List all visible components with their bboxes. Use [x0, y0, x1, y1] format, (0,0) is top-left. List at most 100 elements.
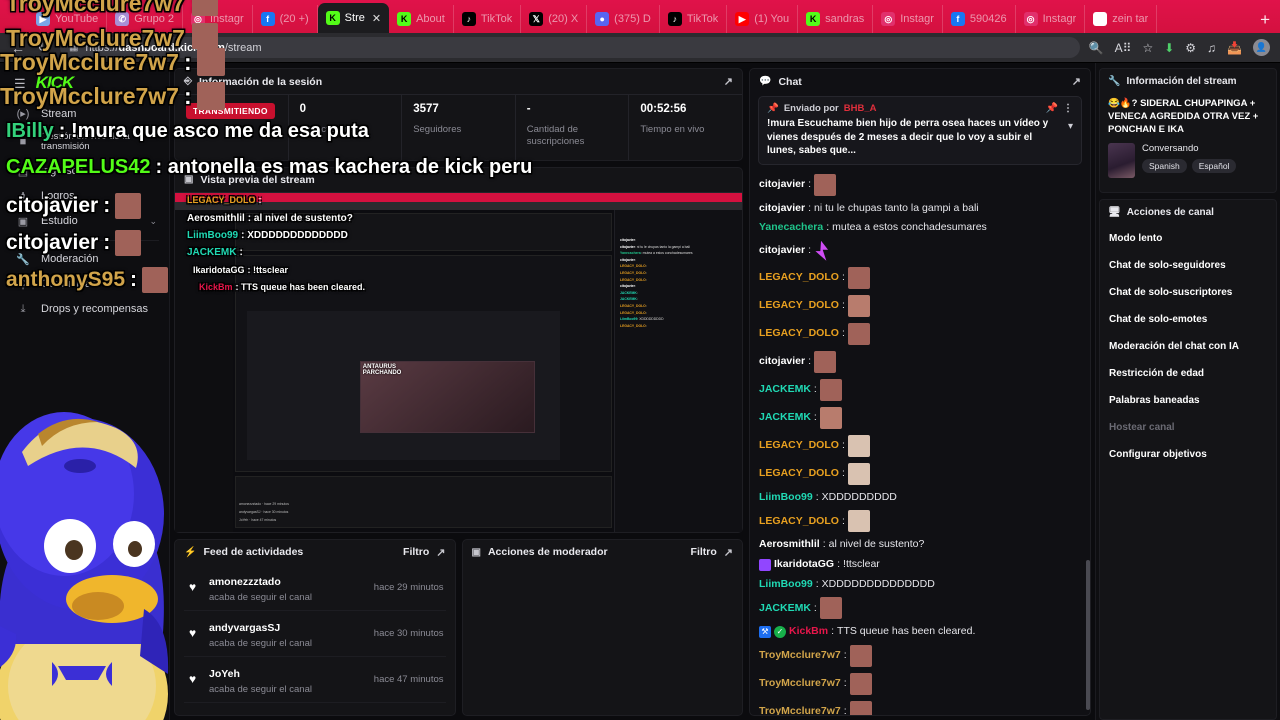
sidebar-item-ingresos[interactable]: ▤ Ingresos [0, 159, 169, 184]
url-input[interactable]: ▦ https://dashboard.kick.com/stream [60, 37, 1080, 58]
channel-action-chat[interactable]: Chat de solo-suscriptores [1109, 287, 1233, 299]
chat-username[interactable]: LiimBoo99 [759, 577, 813, 590]
chat-message[interactable]: Aerosmithlil: al nivel de sustento? [759, 535, 1081, 555]
browser-tab[interactable]: K About [389, 5, 454, 33]
favorite-icon[interactable]: ☆ [1142, 40, 1154, 55]
browser-tab[interactable]: ▶ (1) You [727, 5, 799, 33]
sidebar-item-estudio[interactable]: ▣ Estudio ⌄ [0, 209, 169, 234]
extensions-icon[interactable]: ⚙ [1185, 40, 1197, 55]
chat-username[interactable]: JACKEMK [759, 410, 811, 423]
chat-username[interactable]: LEGACY_DOLO [759, 298, 839, 311]
channel-action-chat[interactable]: Chat de solo-emotes [1109, 314, 1208, 326]
sidebar-item-stream[interactable]: (▸) Stream [0, 101, 169, 126]
chat-username[interactable]: LEGACY_DOLO [759, 466, 839, 479]
chat-username[interactable]: citojavier [759, 201, 806, 214]
browser-tab[interactable]: ▶ YouTube [28, 5, 108, 33]
stream-preview-video[interactable]: ANTAURUS PARCHANDO citojavier: citojavier… [175, 191, 742, 532]
profile-icon[interactable]: 👤 [1253, 39, 1270, 56]
browser-tab[interactable]: ♪ TikTok [454, 5, 522, 33]
chat-scrollbar[interactable] [1086, 560, 1090, 710]
sidebar-item-logros[interactable]: ♟ Logros [0, 184, 169, 209]
downloads-icon[interactable]: ⬇ [1164, 40, 1175, 55]
channel-action-moderacin[interactable]: Moderación del chat con IA [1109, 341, 1240, 353]
chat-username[interactable]: LEGACY_DOLO [759, 326, 839, 339]
chat-message[interactable]: citojavier: [759, 238, 1081, 264]
channel-action-palabras[interactable]: Palabras baneadas [1109, 395, 1200, 407]
pinned-message[interactable]: 📌 Enviado por BHB_A 📌 ⋮ !mura Escuchame … [758, 96, 1082, 165]
back-icon[interactable]: ← [11, 39, 25, 56]
sidebar-item-comunidad[interactable]: ⚲ Comunidad ⌄ [0, 272, 169, 297]
chat-message-list[interactable]: citojavier: citojavier: ni tu le chupas ta… [750, 169, 1090, 715]
browser-tab[interactable]: 𝕏 (20) X [521, 5, 588, 33]
zoom-out-icon[interactable]: 🔍 [1088, 40, 1104, 55]
unpin-icon[interactable]: 📌 [1045, 103, 1058, 114]
channel-action-chat[interactable]: Chat de solo-seguidores [1109, 260, 1226, 272]
chat-message[interactable]: LEGACY_DOLO: [759, 507, 1081, 535]
chat-message[interactable]: Yanecachera: mutea a estos conchadesumare… [759, 218, 1081, 238]
browser-tab[interactable]: f (20 +) [253, 5, 318, 33]
chevron-down-icon[interactable]: ⌄ [149, 215, 157, 226]
chat-message[interactable]: LiimBoo99: XDDDDDDDDD [759, 488, 1081, 508]
sidebar-item-drops[interactable]: ⤓ Drops y recompensas [0, 297, 169, 322]
chat-username[interactable]: citojavier [759, 354, 806, 367]
chat-username[interactable]: IkaridotaGG [774, 558, 835, 571]
popout-icon[interactable]: ↗ [723, 76, 733, 88]
chat-message[interactable]: citojavier: [759, 348, 1081, 376]
sidebar-item-gestin[interactable]: ■ Gestión en vivo de la transmisión [0, 126, 169, 159]
chat-message[interactable]: IkaridotaGG: !ttsclear [759, 555, 1081, 575]
browser-tab[interactable]: ◎ Instagr [183, 5, 253, 33]
browser-tab[interactable]: ◎ Instagr [873, 5, 943, 33]
chevron-down-icon[interactable]: ⌄ [149, 278, 157, 289]
chat-username[interactable]: citojavier [759, 243, 806, 256]
chat-message[interactable]: TroyMcclure7w7: [759, 698, 1081, 715]
chat-message[interactable]: TroyMcclure7w7: [759, 670, 1081, 698]
browser-tab[interactable]: ✆ Grupo 2 [107, 5, 183, 33]
collections-icon[interactable]: 📥 [1227, 40, 1242, 55]
chat-username[interactable]: Yanecachera [759, 221, 824, 234]
mod-filter-button[interactable]: Filtro [690, 546, 717, 559]
list-item[interactable]: ♥ amonezzztado acaba de seguir el canal hac… [184, 565, 446, 611]
chat-message[interactable]: citojavier: [759, 171, 1081, 199]
menu-icon[interactable]: ☰ [14, 75, 26, 91]
chat-message[interactable]: LEGACY_DOLO: [759, 432, 1081, 460]
browser-tab[interactable]: ● (375) D [587, 5, 660, 33]
activity-filter-button[interactable]: Filtro [403, 546, 430, 559]
chat-message[interactable]: JACKEMK: [759, 404, 1081, 432]
mod-popout-icon[interactable]: ↗ [723, 546, 733, 559]
channel-action-restriccin[interactable]: Restricción de edad [1109, 368, 1205, 380]
browser-tab[interactable]: f 590426 [943, 5, 1016, 33]
chat-username[interactable]: LiimBoo99 [759, 490, 813, 503]
chat-username[interactable]: Aerosmithlil [759, 538, 820, 551]
chat-username[interactable]: citojavier [759, 177, 806, 190]
read-aloud-icon[interactable]: A⠿ [1114, 40, 1132, 55]
browser-tab[interactable]: K Stre ✕ [317, 3, 390, 33]
chat-username[interactable]: LEGACY_DOLO [759, 514, 839, 527]
chat-username[interactable]: KickBm [789, 625, 829, 638]
chevron-down-icon[interactable]: ▾ [1067, 121, 1073, 132]
pinned-author[interactable]: BHB_A [843, 103, 877, 114]
pinned-menu-icon[interactable]: ⋮ [1063, 103, 1073, 114]
chat-username[interactable]: LEGACY_DOLO [759, 270, 839, 283]
chat-username[interactable]: LEGACY_DOLO [759, 438, 839, 451]
chat-message[interactable]: LEGACY_DOLO: [759, 292, 1081, 320]
chat-message[interactable]: JACKEMK: [759, 376, 1081, 404]
chat-message[interactable]: LiimBoo99: XDDDDDDDDDDDDDD [759, 575, 1081, 595]
close-icon[interactable]: ✕ [371, 12, 382, 25]
chat-message[interactable]: TroyMcclure7w7: [759, 642, 1081, 670]
new-tab-button[interactable]: + [1260, 10, 1270, 29]
music-icon[interactable]: ♫ [1207, 40, 1217, 55]
channel-action-modo[interactable]: Modo lento [1109, 233, 1163, 245]
chat-message[interactable]: LEGACY_DOLO: [759, 320, 1081, 348]
channel-action-configurar[interactable]: Configurar objetivos [1109, 449, 1207, 461]
reload-icon[interactable]: ↻ [37, 39, 49, 55]
chat-message[interactable]: JACKEMK: [759, 594, 1081, 622]
browser-tab[interactable]: ◎ Instagr [1016, 5, 1086, 33]
sidebar-item-moderacin[interactable]: 🔧 Moderación [0, 247, 169, 272]
chat-popout-icon[interactable]: ↗ [1071, 76, 1081, 88]
chat-username[interactable]: TroyMcclure7w7 [759, 677, 841, 690]
chat-username[interactable]: TroyMcclure7w7 [759, 649, 841, 662]
chat-message[interactable]: LEGACY_DOLO: [759, 264, 1081, 292]
